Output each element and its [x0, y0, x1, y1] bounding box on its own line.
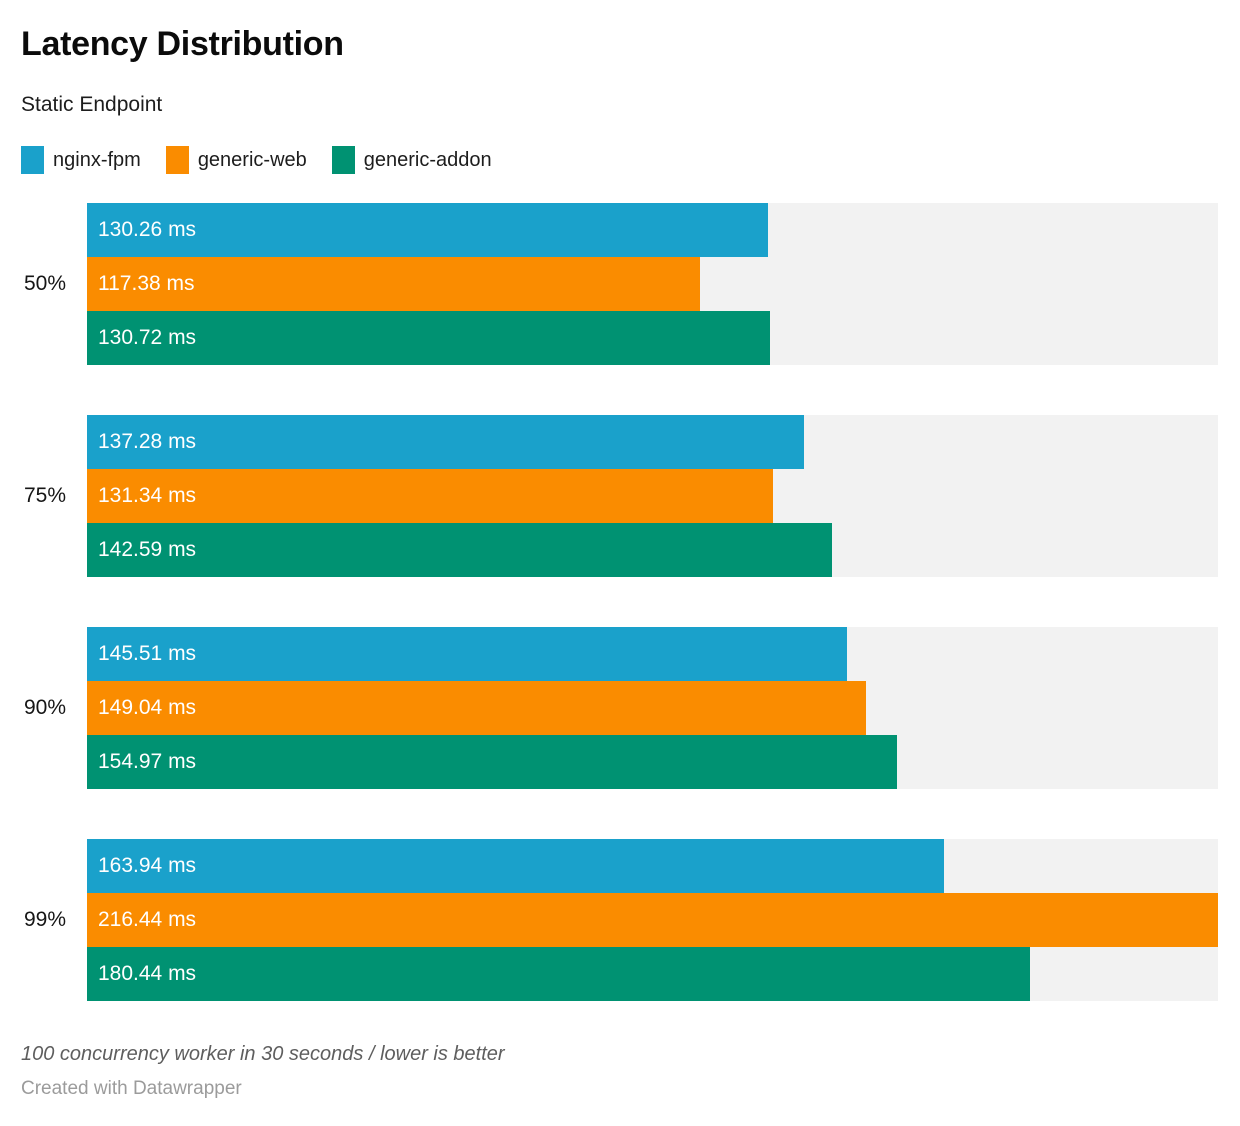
bar: 142.59 ms [87, 523, 833, 578]
chart-subtitle: Static Endpoint [21, 93, 163, 117]
bar-value-label: 145.51 ms [98, 642, 197, 666]
legend-swatch-nginx-fpm [21, 146, 44, 175]
bar-track: 142.59 ms [87, 523, 1218, 578]
bar-value-label: 131.34 ms [98, 484, 197, 508]
category-label: 50% [23, 272, 66, 296]
bar-value-label: 137.28 ms [98, 430, 197, 454]
bar-track: 117.38 ms [87, 257, 1218, 312]
bar-value-label: 154.97 ms [98, 750, 197, 774]
bar: 130.26 ms [87, 203, 768, 258]
bar: 180.44 ms [87, 947, 1030, 1002]
bar-track: 130.72 ms [87, 311, 1218, 366]
bar-track: 131.34 ms [87, 469, 1218, 524]
bar-value-label: 163.94 ms [98, 854, 197, 878]
bar-value-label: 117.38 ms [98, 272, 195, 296]
legend-item-nginx-fpm: nginx-fpm [21, 146, 141, 175]
category-label: 75% [23, 484, 66, 508]
bar: 130.72 ms [87, 311, 771, 366]
legend-label: nginx-fpm [53, 148, 141, 171]
bar-track: 145.51 ms [87, 627, 1218, 682]
bar-track: 130.26 ms [87, 203, 1218, 258]
bar: 117.38 ms [87, 257, 701, 312]
bar-track: 180.44 ms [87, 947, 1218, 1002]
chart-title: Latency Distribution [21, 25, 344, 63]
legend-item-generic-addon: generic-addon [331, 146, 492, 175]
bar-track: 149.04 ms [87, 681, 1218, 736]
bar-track: 154.97 ms [87, 735, 1218, 790]
category-label: 99% [23, 908, 66, 932]
bar-group: 90% 145.51 ms 149.04 ms 154.97 ms [21, 627, 1218, 790]
legend-label: generic-web [197, 148, 307, 171]
legend-swatch-generic-addon [331, 146, 355, 175]
bar-track: 216.44 ms [87, 893, 1218, 948]
bar: 145.51 ms [87, 627, 848, 682]
bar-stack: 137.28 ms 131.34 ms 142.59 ms [87, 415, 1218, 578]
bar: 216.44 ms [87, 893, 1218, 948]
bar-group: 99% 163.94 ms 216.44 ms 180.44 ms [21, 839, 1218, 1002]
bar-group: 75% 137.28 ms 131.34 ms 142.59 ms [21, 415, 1218, 578]
bar-track: 163.94 ms [87, 839, 1218, 894]
bar-stack: 130.26 ms 117.38 ms 130.72 ms [87, 203, 1218, 366]
bar-track: 137.28 ms [87, 415, 1218, 470]
bar-value-label: 216.44 ms [98, 908, 197, 932]
bar-value-label: 180.44 ms [98, 962, 197, 986]
bar: 149.04 ms [87, 681, 866, 736]
bar-value-label: 130.72 ms [98, 326, 197, 350]
bar-value-label: 149.04 ms [98, 696, 197, 720]
bar: 137.28 ms [87, 415, 805, 470]
bar-chart: 50% 130.26 ms 117.38 ms 130.72 ms 75% 137.28 … [21, 203, 1218, 1002]
attribution: Created with Datawrapper [21, 1078, 242, 1100]
legend-label: generic-addon [363, 148, 492, 171]
bar: 131.34 ms [87, 469, 774, 524]
bar-group: 50% 130.26 ms 117.38 ms 130.72 ms [21, 203, 1218, 366]
chart-note: 100 concurrency worker in 30 seconds / l… [21, 1043, 505, 1066]
category-label: 90% [23, 696, 66, 720]
legend: nginx-fpm generic-web generic-addon [21, 146, 1218, 175]
bar: 154.97 ms [87, 735, 897, 790]
bar-stack: 163.94 ms 216.44 ms 180.44 ms [87, 839, 1218, 1002]
legend-item-generic-web: generic-web [165, 146, 307, 175]
bar-stack: 145.51 ms 149.04 ms 154.97 ms [87, 627, 1218, 790]
bar-value-label: 130.26 ms [98, 218, 197, 242]
legend-swatch-generic-web [165, 146, 189, 175]
bar: 163.94 ms [87, 839, 944, 894]
bar-value-label: 142.59 ms [98, 538, 197, 562]
